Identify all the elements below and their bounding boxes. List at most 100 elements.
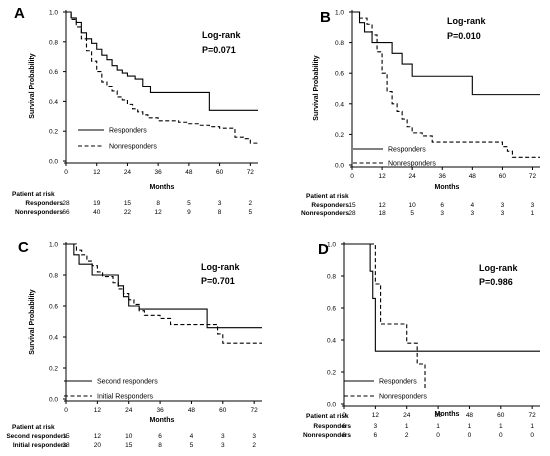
x-tick-label: 12 bbox=[378, 173, 386, 180]
risk-count: 20 bbox=[94, 442, 102, 449]
y-tick-label: 0.4 bbox=[49, 335, 58, 342]
risk-count: 3 bbox=[374, 423, 378, 430]
legend-label: Nonresponders bbox=[109, 144, 157, 151]
panel-label: D bbox=[318, 241, 329, 258]
y-tick-label: 0.4 bbox=[327, 338, 336, 345]
y-tick-label: 0.6 bbox=[49, 304, 58, 311]
x-tick-label: 60 bbox=[219, 407, 227, 414]
pvalue-label: P=0.010 bbox=[447, 31, 481, 41]
x-tick-label: 12 bbox=[372, 412, 380, 419]
risk-row-label: Nonresponders bbox=[301, 210, 349, 217]
y-tick-label: 0.4 bbox=[49, 99, 58, 106]
risk-count: 4 bbox=[190, 433, 194, 440]
risk-row-label: Responders bbox=[311, 202, 349, 209]
panel-label: C bbox=[18, 239, 29, 256]
risk-count: 5 bbox=[410, 210, 414, 217]
risk-count: 3 bbox=[221, 433, 225, 440]
risk-count: 8 bbox=[156, 200, 160, 207]
km-panel-c: C0.00.20.40.60.81.00 12 24 36 48 60 72MonthsSu… bbox=[6, 239, 262, 449]
y-tick-label: 0.0 bbox=[327, 402, 336, 409]
panel-label: A bbox=[14, 5, 25, 22]
x-tick-label: 24 bbox=[125, 407, 133, 414]
x-tick-label: 24 bbox=[409, 173, 417, 180]
legend-label: Responders bbox=[388, 147, 426, 154]
y-tick-label: 0.8 bbox=[327, 274, 336, 281]
risk-count: 1 bbox=[405, 423, 409, 430]
risk-count: 28 bbox=[62, 442, 70, 449]
risk-count: 12 bbox=[378, 202, 386, 209]
risk-count: 19 bbox=[93, 200, 101, 207]
survival-curve-dashed bbox=[66, 11, 258, 144]
survival-curve-solid bbox=[66, 243, 262, 329]
pvalue-label: P=0.701 bbox=[201, 276, 235, 286]
x-tick-label: 48 bbox=[469, 173, 477, 180]
x-tick-label: 0 bbox=[342, 412, 346, 419]
risk-count: 10 bbox=[125, 433, 133, 440]
x-axis-label: Months bbox=[150, 417, 175, 424]
x-tick-label: 0 bbox=[64, 169, 68, 176]
km-panel-b: B0.00.20.40.60.81.00 12 24 36 48 60 72MonthsSu… bbox=[301, 9, 540, 217]
risk-count: 28 bbox=[62, 200, 70, 207]
risk-count: 8 bbox=[218, 209, 222, 216]
risk-count: 5 bbox=[187, 200, 191, 207]
y-tick-label: 1.0 bbox=[49, 242, 58, 249]
legend-label: Nonresponders bbox=[388, 161, 436, 168]
pvalue-label: P=0.071 bbox=[202, 45, 236, 55]
x-tick-label: 36 bbox=[155, 169, 163, 176]
logrank-label: Log-rank bbox=[202, 30, 241, 40]
risk-count: 0 bbox=[499, 432, 503, 439]
risk-count: 8 bbox=[342, 432, 346, 439]
x-tick-label: 36 bbox=[156, 407, 164, 414]
y-tick-label: 0.2 bbox=[49, 366, 58, 373]
x-tick-label: 48 bbox=[466, 412, 474, 419]
x-tick-label: 24 bbox=[124, 169, 132, 176]
risk-count: 3 bbox=[221, 442, 225, 449]
x-tick-label: 60 bbox=[499, 173, 507, 180]
survival-curve-dashed bbox=[66, 243, 262, 344]
risk-count: 3 bbox=[501, 202, 505, 209]
y-tick-label: 0.2 bbox=[327, 370, 336, 377]
risk-count: 15 bbox=[125, 442, 133, 449]
legend-label: Responders bbox=[109, 128, 147, 135]
risk-count: 12 bbox=[155, 209, 163, 216]
x-axis-label: Months bbox=[150, 184, 175, 191]
x-tick-label: 24 bbox=[403, 412, 411, 419]
risk-count: 6 bbox=[342, 423, 346, 430]
x-tick-label: 48 bbox=[185, 169, 193, 176]
risk-count: 3 bbox=[531, 202, 535, 209]
risk-table-header: Patient at risk bbox=[306, 413, 349, 420]
risk-count: 0 bbox=[436, 432, 440, 439]
risk-row-label: Initial responders bbox=[13, 442, 68, 449]
risk-count: 10 bbox=[409, 202, 417, 209]
y-tick-label: 0.0 bbox=[49, 159, 58, 166]
logrank-label: Log-rank bbox=[479, 263, 518, 273]
y-tick-label: 0.6 bbox=[335, 71, 344, 78]
y-tick-label: 0.0 bbox=[49, 397, 58, 404]
survival-curve-solid bbox=[352, 11, 540, 96]
pvalue-label: P=0.986 bbox=[479, 277, 513, 287]
x-tick-label: 60 bbox=[497, 412, 505, 419]
risk-count: 28 bbox=[348, 210, 356, 217]
risk-row-label: Second responders bbox=[6, 433, 67, 440]
survival-curve-dashed bbox=[352, 11, 540, 158]
y-tick-label: 0.2 bbox=[49, 129, 58, 136]
risk-count: 3 bbox=[440, 210, 444, 217]
risk-count: 6 bbox=[440, 202, 444, 209]
x-tick-label: 36 bbox=[434, 412, 442, 419]
risk-count: 40 bbox=[93, 209, 101, 216]
risk-count: 22 bbox=[124, 209, 132, 216]
risk-count: 3 bbox=[471, 210, 475, 217]
risk-row-label: Nonresponders bbox=[303, 432, 351, 439]
y-tick-label: 0.6 bbox=[49, 69, 58, 76]
legend-label: Initial Responders bbox=[97, 394, 154, 401]
survival-curve-solid bbox=[66, 11, 258, 111]
x-tick-label: 0 bbox=[350, 173, 354, 180]
y-tick-label: 0.4 bbox=[335, 101, 344, 108]
x-tick-label: 60 bbox=[216, 169, 224, 176]
x-tick-label: 72 bbox=[529, 412, 537, 419]
y-tick-label: 0.0 bbox=[335, 163, 344, 170]
risk-count: 1 bbox=[436, 423, 440, 430]
risk-row-label: Responders bbox=[25, 200, 63, 207]
survival-curve-dashed bbox=[344, 243, 428, 389]
